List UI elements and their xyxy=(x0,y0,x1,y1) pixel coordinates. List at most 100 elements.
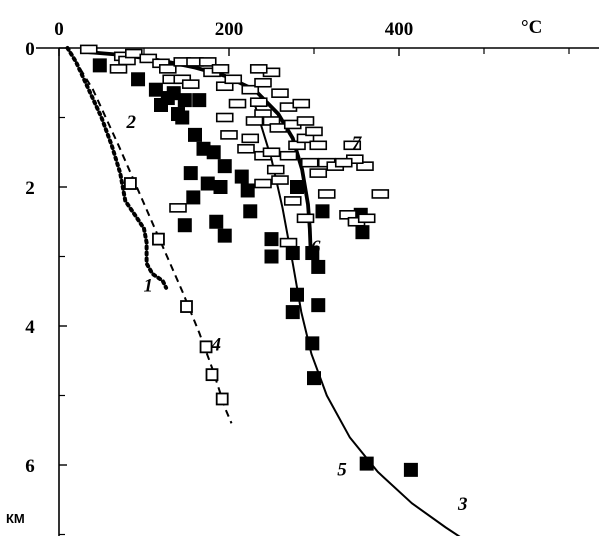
filled-square-marker xyxy=(285,305,300,320)
curve-label-2: 2 xyxy=(126,112,137,133)
open-rect-marker xyxy=(220,130,238,140)
filled-square-marker xyxy=(264,232,279,247)
filled-square-marker xyxy=(213,180,228,194)
open-rect-marker xyxy=(296,213,315,224)
filled-square-marker xyxy=(305,246,320,261)
open-rect-marker xyxy=(249,97,268,108)
x-tick-group: 0 200 400 xyxy=(54,19,570,56)
open-rect-marker xyxy=(271,88,289,98)
filled-square-marker xyxy=(234,169,249,184)
filled-square-marker xyxy=(186,190,201,205)
open-rect-marker xyxy=(228,98,247,109)
y-tick-group: 0 2 4 6 xyxy=(25,39,67,536)
filled-square-marker xyxy=(290,180,304,194)
open-square-marker xyxy=(205,368,219,382)
filled-square-marker xyxy=(183,166,198,181)
open-rect-marker xyxy=(125,48,143,59)
open-rect-marker xyxy=(296,116,315,126)
open-rect-marker xyxy=(371,189,390,199)
x-tick-label: 400 xyxy=(385,19,414,40)
open-rect-marker xyxy=(305,126,323,137)
filled-square-marker xyxy=(311,259,326,274)
x-unit-label: °C xyxy=(521,17,542,38)
open-rect-marker xyxy=(181,79,200,89)
open-rect-marker xyxy=(241,133,260,144)
curve-label-6: 6 xyxy=(311,237,321,258)
open-rect-marker xyxy=(309,168,328,178)
open-rect-marker xyxy=(254,77,272,88)
filled-square-marker xyxy=(355,225,370,240)
marker-group xyxy=(79,44,418,477)
open-rect-marker xyxy=(279,237,298,248)
y-tick-label: 2 xyxy=(25,178,35,199)
open-rect-marker xyxy=(269,123,288,133)
curve-label-5: 5 xyxy=(337,459,347,480)
curve-label-7: 7 xyxy=(352,133,363,154)
open-rect-marker xyxy=(79,44,98,55)
filled-square-marker xyxy=(264,249,279,264)
y-tick-label: 4 xyxy=(25,317,35,338)
open-rect-marker xyxy=(241,84,260,95)
open-rect-marker xyxy=(262,147,281,158)
filled-square-marker xyxy=(359,456,374,471)
open-rect-marker xyxy=(224,74,243,85)
open-rect-marker xyxy=(300,157,319,168)
filled-square-marker xyxy=(243,204,258,219)
filled-square-marker xyxy=(92,58,107,73)
curve-label-group: 1 2 3 4 5 6 7 xyxy=(126,112,468,515)
open-rect-marker xyxy=(271,175,289,185)
open-rect-marker xyxy=(198,57,217,67)
filled-square-marker xyxy=(240,183,255,198)
filled-square-marker xyxy=(307,371,321,386)
filled-square-marker xyxy=(175,110,190,125)
y-unit-label: КМ xyxy=(6,511,25,526)
filled-square-marker xyxy=(403,462,418,477)
x-tick-label: 200 xyxy=(215,19,244,40)
x-tick-label: 0 xyxy=(54,19,64,40)
axes: 0 200 400 0 2 4 6 °C КМ xyxy=(6,17,599,536)
open-rect-marker xyxy=(317,189,336,199)
open-square-marker xyxy=(152,232,165,246)
filled-square-marker xyxy=(188,127,202,142)
filled-square-marker xyxy=(177,93,192,108)
open-square-marker xyxy=(180,300,193,313)
filled-square-marker xyxy=(217,159,232,174)
open-rect-marker xyxy=(169,203,187,213)
open-rect-marker xyxy=(254,178,272,189)
open-rect-marker xyxy=(215,112,234,123)
open-rect-marker xyxy=(334,157,353,168)
filled-square-marker xyxy=(209,214,224,229)
filled-square-marker xyxy=(131,72,146,87)
filled-square-marker xyxy=(166,86,181,101)
open-rect-marker xyxy=(139,53,158,64)
open-rect-marker xyxy=(283,196,302,206)
y-tick-label: 6 xyxy=(25,456,35,477)
filled-square-marker xyxy=(285,246,300,261)
open-rect-marker xyxy=(245,116,264,126)
open-rect-marker xyxy=(356,161,374,171)
open-square-marker xyxy=(124,177,137,190)
open-rect-marker xyxy=(109,64,128,74)
curve-label-3: 3 xyxy=(457,494,468,515)
open-rect-marker xyxy=(343,140,362,151)
open-rect-marker xyxy=(279,150,298,161)
open-square-marker xyxy=(199,340,213,354)
open-rect-marker xyxy=(249,64,268,74)
curve-label-1: 1 xyxy=(144,275,154,296)
filled-square-marker xyxy=(315,204,330,219)
curve-label-4: 4 xyxy=(211,334,222,355)
filled-square-marker xyxy=(192,93,207,108)
filled-square-marker xyxy=(311,298,326,313)
curve-1-line xyxy=(65,46,169,290)
filled-square-marker xyxy=(177,218,192,233)
open-rect-marker xyxy=(266,164,285,175)
open-rect-marker xyxy=(309,140,328,151)
filled-square-marker xyxy=(148,82,163,97)
open-square-marker xyxy=(215,392,229,406)
open-rect-marker xyxy=(211,64,230,74)
filled-square-marker xyxy=(305,336,320,351)
filled-square-marker xyxy=(290,287,304,302)
open-rect-marker xyxy=(159,64,177,74)
filled-square-marker xyxy=(206,145,221,160)
